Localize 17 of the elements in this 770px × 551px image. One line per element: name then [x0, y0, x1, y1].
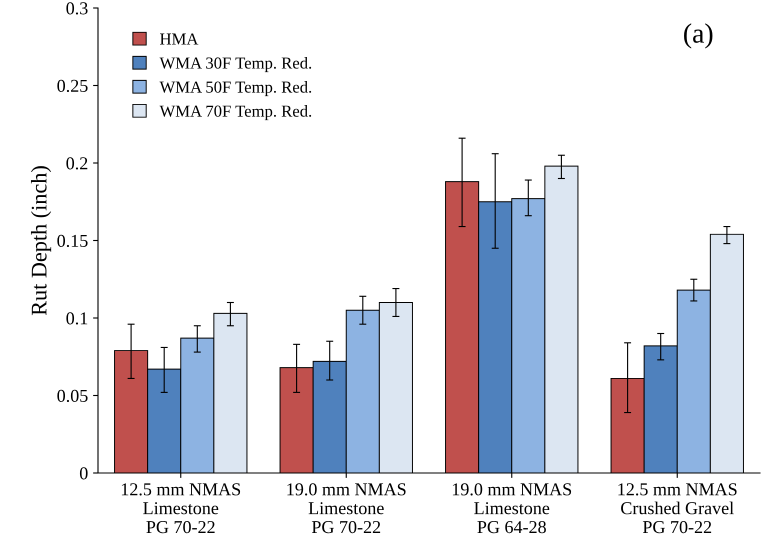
legend-label: WMA 30F Temp. Red.	[160, 56, 312, 72]
x-tick-label: 19.0 mm NMAS Limestone PG 64-28	[452, 483, 572, 534]
legend-label: HMA	[160, 33, 198, 44]
y-tick-label: 0.1	[66, 312, 88, 325]
y-tick-label: 0	[80, 467, 88, 480]
x-tick-label: 12.5 mm NMAS Limestone PG 70-22	[122, 483, 240, 534]
y-tick-label: 0.05	[57, 390, 88, 402]
x-tick-label: 12.5 mm NMAS Crushed Gravel PG 70-22	[618, 483, 737, 534]
y-tick-label: 0.3	[66, 2, 88, 15]
y-axis-title: Rut Depth (inch)	[30, 166, 52, 316]
y-tick-label: 0.2	[66, 157, 88, 170]
legend-label: WMA 70F Temp. Red.	[160, 105, 312, 120]
x-tick-label: 19.0 mm NMAS Limestone PG 70-22	[287, 483, 406, 534]
legend-label: WMA 50F Temp. Red.	[160, 81, 312, 96]
y-tick-label: 0.25	[57, 80, 88, 92]
annotation: (a)	[684, 23, 712, 48]
y-tick-label: 0.15	[57, 234, 88, 248]
